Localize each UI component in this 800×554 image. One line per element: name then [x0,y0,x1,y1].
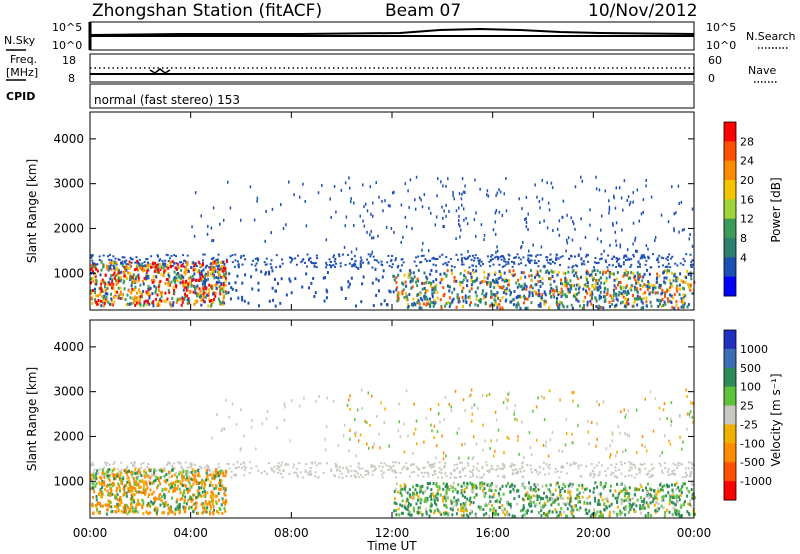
y-tick-label: 4000 [53,340,84,354]
colorbar-segment [724,405,736,425]
date-label: 10/Nov/2012 [588,1,698,21]
x-tick-labels: 00:00 04:00 08:00 12:00 16:00 20:00 00:00 [73,526,712,540]
y-tick-label: 2000 [53,429,84,443]
colorbar-tick-label: 28 [740,135,754,148]
freq-glitch [149,68,171,74]
colorbar-segment [724,199,736,220]
nsearch-label: N.Search [746,30,796,43]
freq-label: Freq. [10,53,37,66]
colorbar-tick-label: -25 [740,418,758,431]
beam-label: Beam 07 [385,1,461,21]
colorbar-tick-label: 4 [740,251,747,264]
colorbar-segment [724,141,736,162]
velocity-x-ticks [89,320,695,518]
colorbar-segment [724,424,736,444]
velocity-ylabel: Slant Range [km] [25,367,39,471]
noise-strip: N.Sky 10^5 10^0 10^5 10^0 N.Search [4,21,796,52]
colorbar-segment [724,180,736,200]
nave-tick-bottom: 0 [708,72,715,85]
colorbar-segment [724,462,736,482]
nsky-tick-top: 10^5 [52,21,82,34]
colorbar-tick-label: 20 [740,174,754,187]
nave-label: Nave [748,64,776,77]
y-tick-label: 2000 [53,221,84,235]
colorbar-tick-label: -100 [740,437,765,450]
y-tick-label: 3000 [53,385,84,399]
colorbar-tick-label: 12 [740,213,754,226]
noise-search-line [89,27,695,36]
velocity-colorbar-label: Velocity [m s⁻¹] [769,373,783,466]
velocity-panel: 1000 2000 3000 4000 Slant Range [km] [25,319,696,519]
colorbar-segment [724,348,736,369]
velocity-y-ticks: 1000 2000 3000 4000 [53,340,694,488]
colorbar-segment [724,238,736,258]
colorbar-segment [724,257,736,278]
colorbar-tick-label: -500 [740,456,765,469]
freq-strip: Freq. [MHz] 18 8 60 0 Nave [6,53,778,85]
colorbar-segment [724,330,736,350]
x-tick-label: 00:00 [73,526,108,540]
colorbar-segment [724,443,736,463]
colorbar-segment [724,386,736,407]
colorbar-segment [724,276,736,297]
colorbar-tick-label: -1000 [740,475,772,488]
y-tick-label: 1000 [53,266,84,280]
nave-tick-top: 60 [708,54,722,67]
colorbar-segment [724,160,736,181]
y-tick-label: 3000 [53,177,84,191]
power-colorbar-label: Power [dB] [769,177,783,242]
colorbar-segment [724,481,736,501]
colorbar-tick-label: 1000 [740,343,768,356]
colorbar-segment [724,122,736,142]
freq-tick-bottom: 8 [68,72,75,85]
power-colorbar: Power [dB] 28 24 20 16 12 8 4 [723,121,783,297]
cpid-label: CPID [6,90,35,103]
freq-tick-top: 18 [62,54,76,67]
x-tick-label: 00:00 [677,526,712,540]
nsky-tick-bottom: 10^0 [52,39,82,52]
station-title: Zhongshan Station (fitACF) [92,1,322,21]
colorbar-tick-label: 25 [740,400,754,413]
x-tick-label: 20:00 [576,526,611,540]
power-y-ticks: 1000 2000 3000 4000 [53,132,694,280]
x-tick-label: 16:00 [475,526,510,540]
colorbar-tick-label: 8 [740,232,747,245]
power-x-ticks [89,112,695,310]
x-tick-label: 08:00 [274,526,309,540]
power-panel: 1000 2000 3000 4000 Slant Range [km] [25,111,696,311]
velocity-colorbar: Velocity [m s⁻¹] 1000 500 100 25 -25 -100 -500… [723,329,783,501]
cpid-strip: CPID normal (fast stereo) 153 [6,83,695,109]
colorbar-segment [724,218,736,239]
nsearch-tick-top: 10^5 [706,21,736,34]
colorbar-segment [724,367,736,388]
mhz-label: [MHz] [6,66,38,79]
velocity-cells [90,388,696,518]
nsky-label: N.Sky [4,34,36,47]
x-tick-label: 04:00 [173,526,208,540]
power-cells [90,175,696,310]
power-ylabel: Slant Range [km] [25,159,39,263]
colorbar-tick-label: 24 [740,155,754,168]
cpid-text: normal (fast stereo) 153 [94,93,240,107]
y-tick-label: 1000 [53,474,84,488]
colorbar-tick-label: 500 [740,362,761,375]
y-tick-label: 4000 [53,132,84,146]
colorbar-tick-label: 16 [740,193,754,206]
nsearch-tick-bottom: 10^0 [706,39,736,52]
x-tick-label: 12:00 [375,526,410,540]
colorbar-tick-label: 100 [740,381,761,394]
x-axis-label: Time UT [366,539,417,553]
